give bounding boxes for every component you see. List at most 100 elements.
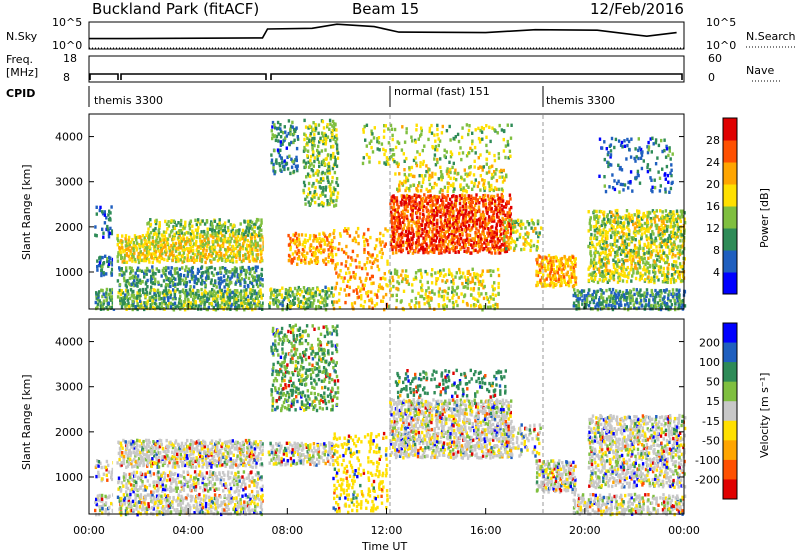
range-cell (405, 186, 408, 190)
range-cell (592, 225, 595, 229)
range-cell (194, 291, 198, 296)
range-cell (173, 270, 177, 274)
range-cell (465, 233, 468, 237)
range-cell (163, 293, 167, 297)
range-cell (597, 228, 600, 232)
range-cell (480, 130, 484, 134)
range-cell (228, 254, 232, 258)
range-cell (625, 254, 629, 258)
range-cell (450, 152, 454, 156)
range-cell (556, 269, 559, 273)
range-cell (174, 305, 177, 309)
range-cell (145, 272, 148, 276)
range-cell (390, 239, 393, 243)
range-cell (573, 275, 576, 279)
range-cell (446, 193, 449, 198)
range-cell (452, 194, 455, 198)
range-cell (159, 239, 162, 243)
range-cell (452, 136, 455, 141)
range-cell (164, 288, 167, 292)
range-cell (225, 269, 228, 273)
range-cell (418, 174, 421, 178)
range-cell (193, 234, 196, 238)
range-cell (392, 202, 396, 206)
range-cell (102, 235, 105, 239)
range-cell (225, 282, 228, 286)
range-cell (461, 281, 464, 286)
range-cell (460, 175, 463, 179)
range-cell (229, 223, 232, 227)
range-cell (325, 236, 329, 240)
range-cell (330, 258, 333, 262)
range-cell (249, 287, 252, 292)
range-cell (155, 218, 158, 223)
range-cell (391, 225, 394, 229)
range-cell (572, 301, 576, 305)
range-cell (207, 297, 211, 301)
range-cell (588, 300, 592, 305)
range-cell (153, 291, 156, 295)
range-cell (327, 161, 331, 166)
range-cell (489, 273, 493, 278)
range-cell (365, 276, 368, 281)
range-cell (223, 278, 226, 283)
range-cell (289, 294, 292, 298)
range-cell (162, 240, 165, 244)
range-cell (565, 272, 569, 277)
range-cell (322, 238, 326, 242)
range-cell (530, 218, 534, 222)
range-cell (190, 277, 194, 281)
range-cell (520, 226, 523, 230)
range-cell (593, 270, 596, 275)
range-cell (219, 282, 222, 286)
range-cell (476, 198, 479, 202)
range-cell (496, 193, 499, 197)
range-cell (219, 303, 222, 308)
range-cell (327, 260, 330, 264)
range-cell (490, 198, 493, 202)
range-cell (148, 269, 151, 273)
range-cell (199, 253, 202, 258)
range-cell (608, 248, 611, 253)
range-cell (591, 297, 594, 302)
range-cell (125, 266, 128, 270)
range-cell (609, 296, 612, 300)
range-cell (591, 271, 594, 275)
range-cell (307, 192, 310, 196)
range-cell (406, 279, 409, 283)
range-cell (663, 303, 667, 307)
range-cell (541, 260, 544, 264)
range-cell (149, 231, 153, 235)
range-cell (120, 256, 123, 260)
range-cell (483, 193, 487, 198)
range-cell (457, 241, 461, 245)
range-cell (256, 296, 259, 301)
range-cell (445, 150, 448, 154)
range-cell (173, 237, 176, 241)
range-cell (612, 273, 616, 277)
range-cell (433, 248, 436, 252)
range-cell (608, 210, 612, 214)
range-cell (291, 120, 294, 125)
range-cell (678, 303, 681, 307)
range-cell (495, 228, 498, 233)
range-cell (549, 256, 552, 260)
range-cell (364, 138, 367, 142)
range-cell (259, 288, 262, 292)
range-cell (560, 270, 564, 274)
range-cell (174, 259, 178, 264)
range-cell (253, 257, 256, 261)
range-cell (160, 233, 164, 237)
range-cell (261, 283, 264, 287)
range-cell (457, 210, 461, 215)
range-cell (418, 216, 421, 220)
range-cell (327, 248, 330, 252)
range-cell (598, 270, 601, 274)
range-cell (581, 302, 584, 306)
range-cell (476, 299, 480, 303)
range-cell (123, 260, 126, 264)
range-cell (255, 220, 258, 224)
range-cell (293, 295, 296, 300)
range-cell (408, 249, 411, 253)
range-cell (136, 284, 139, 288)
